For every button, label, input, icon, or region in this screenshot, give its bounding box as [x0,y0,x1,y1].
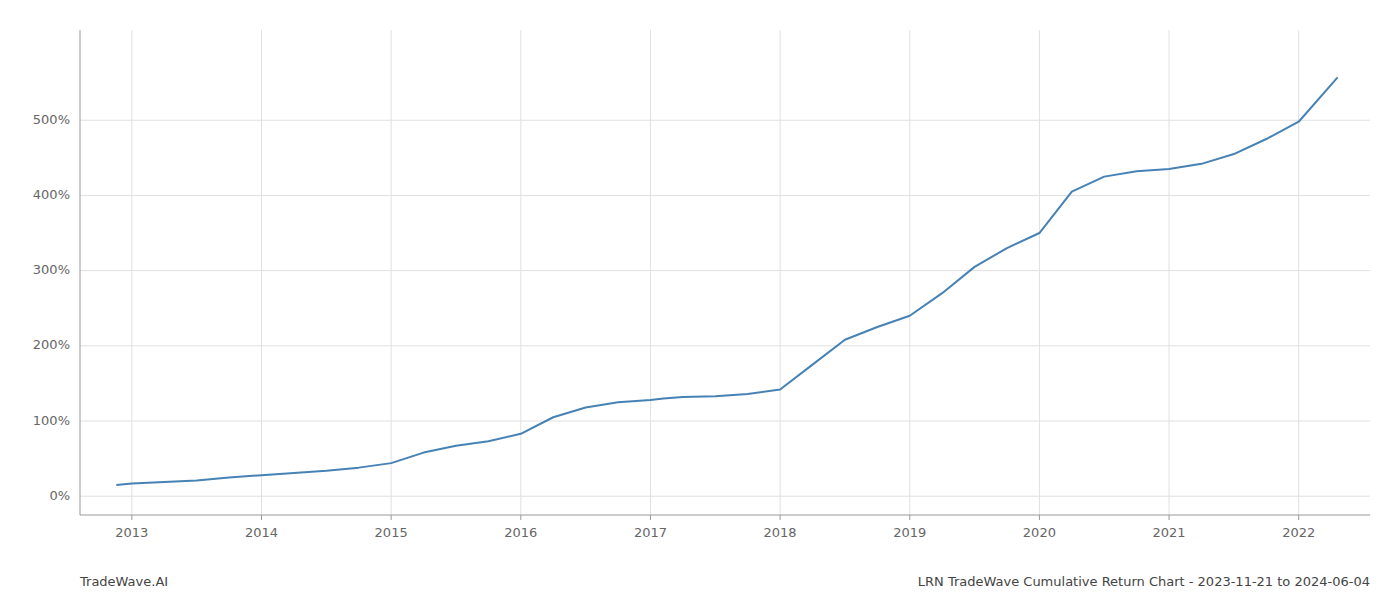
grid [80,30,1370,515]
x-tick-label: 2013 [115,525,148,540]
chart-container: 0% 100% 200% 300% 400% 500% 2013 2014 2015 2016 20… [0,0,1400,600]
x-tick-label: 2020 [1023,525,1056,540]
x-tick [391,515,392,520]
x-tick [650,515,651,520]
x-tick-label: 2017 [634,525,667,540]
y-grid-line [80,270,1370,271]
y-grid-line [80,345,1370,346]
axes: 0% 100% 200% 300% 400% 500% 2013 2014 2015 2016 20… [33,30,1370,540]
y-grid-line [80,195,1370,196]
x-tick-label: 2022 [1282,525,1315,540]
x-tick-label: 2019 [893,525,926,540]
x-tick [1039,515,1040,520]
x-tick [909,515,910,520]
y-tick-label: 100% [33,413,70,428]
plot-area [116,77,1337,485]
x-grid-line [1169,30,1170,515]
x-tick-label: 2016 [504,525,537,540]
x-tick-label: 2015 [375,525,408,540]
x-grid-line [909,30,910,515]
y-grid-line [80,120,1370,121]
y-tick-label: 400% [33,187,70,202]
return-line [116,77,1337,485]
y-axis-line [80,30,81,515]
y-tick-label: 0% [49,488,70,503]
y-grid-line [80,421,1370,422]
annotation-left: TradeWave.AI [79,574,168,589]
x-grid-line [131,30,132,515]
x-tick [261,515,262,520]
x-grid-line [650,30,651,515]
x-tick-label: 2014 [245,525,278,540]
x-tick [780,515,781,520]
y-tick-label: 500% [33,112,70,127]
x-grid-line [780,30,781,515]
x-tick [1169,515,1170,520]
x-tick [520,515,521,520]
y-tick-label: 300% [33,262,70,277]
x-tick-label: 2018 [764,525,797,540]
chart-svg: 0% 100% 200% 300% 400% 500% 2013 2014 2015 2016 20… [0,0,1400,600]
y-tick-label: 200% [33,337,70,352]
x-grid-line [261,30,262,515]
x-tick [1298,515,1299,520]
annotation-right: LRN TradeWave Cumulative Return Chart - … [918,574,1370,589]
x-grid-line [520,30,521,515]
x-tick [131,515,132,520]
x-grid-line [1039,30,1040,515]
x-grid-line [1298,30,1299,515]
x-grid-line [391,30,392,515]
x-axis-line [80,515,1370,516]
y-grid-line [80,496,1370,497]
annotations: TradeWave.AI LRN TradeWave Cumulative Ret… [79,574,1370,589]
x-tick-label: 2021 [1152,525,1185,540]
